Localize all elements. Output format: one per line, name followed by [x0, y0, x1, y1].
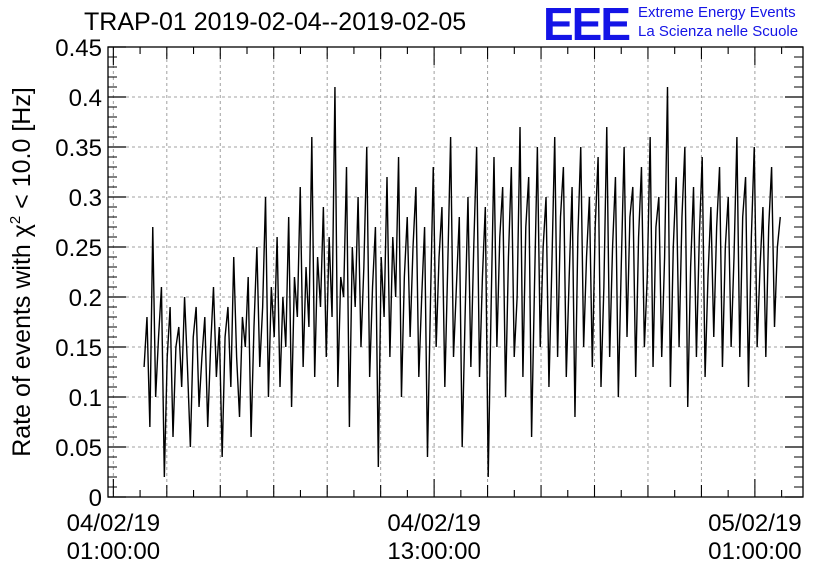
- x-tick-time: 01:00:00: [67, 538, 160, 565]
- y-tick-label: 0.45: [55, 35, 102, 62]
- y-tick-label: 0.15: [55, 335, 102, 362]
- x-tick-time: 01:00:00: [708, 538, 801, 565]
- x-tick-date: 05/02/19: [708, 510, 801, 537]
- logo-line-1: Extreme Energy Events: [638, 4, 796, 21]
- x-tick-date: 04/02/19: [387, 510, 480, 537]
- x-tick-date: 04/02/19: [67, 510, 160, 537]
- series-line-rate: [143, 86, 781, 478]
- y-axis: 0 0.05 0.1 0.15 0.2 0.25 0.3 0.35 0.4 0.45: [55, 35, 803, 512]
- y-label-sup: 2: [7, 216, 24, 224]
- eee-logo: EEE: [543, 0, 631, 50]
- y-tick-label: 0.05: [55, 435, 102, 462]
- y-tick-label: 0.25: [55, 235, 102, 262]
- x-tick-time: 13:00:00: [387, 538, 480, 565]
- y-label-main: Rate of events with: [8, 237, 36, 457]
- y-tick-label: 0.3: [69, 185, 102, 212]
- y-tick-label: 0.35: [55, 135, 102, 162]
- y-tick-label: 0.2: [69, 285, 102, 312]
- y-tick-label: 0.4: [69, 85, 102, 112]
- y-label-rest: < 10.0 [Hz]: [8, 87, 36, 216]
- y-axis-label: Rate of events with χ2 < 10.0 [Hz]: [7, 87, 36, 457]
- x-axis: 04/02/1901:00:0004/02/1913:00:0005/02/19…: [67, 47, 802, 565]
- y-tick-label: 0.1: [69, 385, 102, 412]
- y-label-chi: χ: [8, 224, 36, 237]
- plot-frame: [107, 46, 804, 498]
- chart-title: TRAP-01 2019-02-04--2019-02-05: [84, 8, 467, 36]
- logo-line-2: La Scienza nelle Scuole: [638, 23, 799, 40]
- y-tick-label: 0: [89, 485, 102, 512]
